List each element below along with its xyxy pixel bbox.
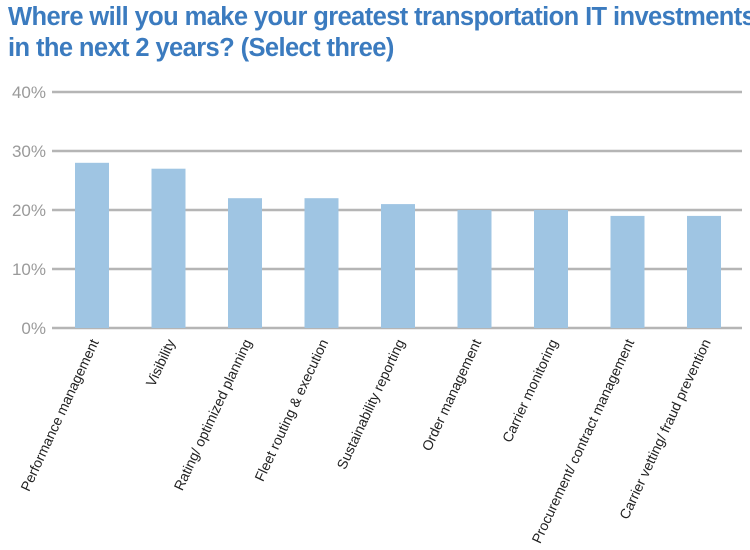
y-tick-label: 20% <box>12 201 46 220</box>
chart-title: Where will you make your greatest transp… <box>8 2 750 64</box>
bar <box>304 198 339 328</box>
x-category-label: Carrier vetting/ fraud prevention <box>616 337 714 522</box>
y-tick-label: 0% <box>21 319 46 338</box>
chart-title-line-2: in the next 2 years? (Select three) <box>8 34 394 62</box>
bar <box>151 168 186 328</box>
chart-title-line-1: Where will you make your greatest transp… <box>8 3 750 31</box>
x-category-label: Visibility <box>142 337 178 389</box>
x-category-label: Carrier monitoring <box>499 337 561 445</box>
bar <box>610 215 645 328</box>
y-tick-label: 10% <box>12 260 46 279</box>
x-category-label: Order management <box>418 336 484 453</box>
bar <box>457 210 492 328</box>
x-category-label: Sustainability reporting <box>333 337 407 472</box>
x-category-label: Rating/ optimized planning <box>170 337 254 493</box>
bar <box>381 204 415 328</box>
y-tick-label: 40% <box>12 83 46 102</box>
bar <box>534 210 568 328</box>
x-category-label: Performance management <box>17 336 102 493</box>
x-category-label: Fleet routing & execution <box>251 337 331 484</box>
bar <box>75 162 109 328</box>
bar <box>228 198 262 328</box>
bar <box>687 215 721 328</box>
y-tick-label: 30% <box>12 142 46 161</box>
